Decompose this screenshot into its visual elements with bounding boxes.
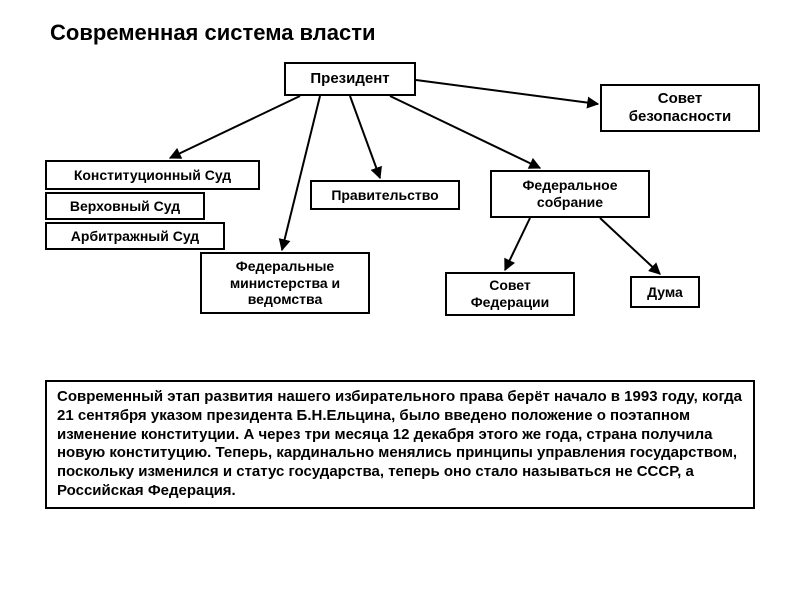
description-paragraph: Современный этап развития нашего избират… <box>45 380 755 509</box>
node-supreme-court: Верховный Суд <box>45 192 205 220</box>
node-federation-council: Совет Федерации <box>445 272 575 316</box>
node-security-council: Совет безопасности <box>600 84 760 132</box>
node-president: Президент <box>284 62 416 96</box>
node-arbitration-court: Арбитражный Суд <box>45 222 225 250</box>
node-ministries: Федеральные министерства и ведомства <box>200 252 370 314</box>
node-government: Правительство <box>310 180 460 210</box>
diagram-title: Современная система власти <box>50 20 376 46</box>
node-constitutional-court: Конституционный Суд <box>45 160 260 190</box>
node-duma: Дума <box>630 276 700 308</box>
node-federal-assembly: Федеральное собрание <box>490 170 650 218</box>
